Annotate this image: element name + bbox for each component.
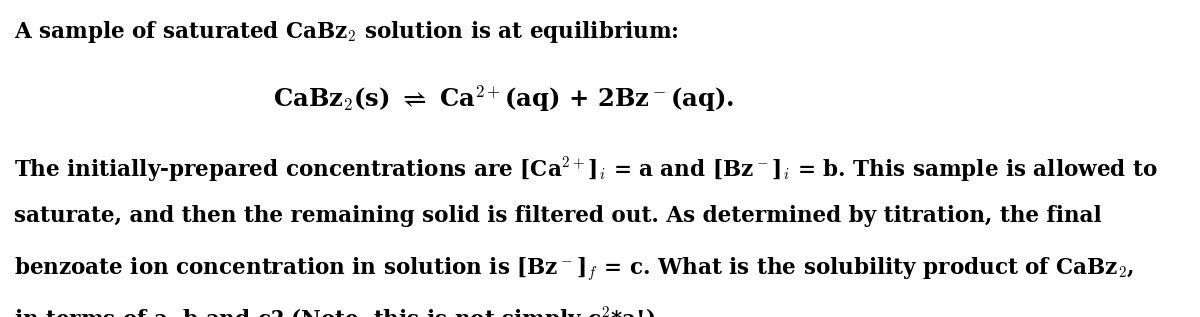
Text: benzoate ion concentration in solution is [Bz$^-$]$_f$ = c. What is the solubili: benzoate ion concentration in solution i…: [14, 256, 1135, 283]
Text: in terms of a, b and c? (Note, this is not simply c$^2$*a!): in terms of a, b and c? (Note, this is n…: [14, 306, 656, 317]
Text: saturate, and then the remaining solid is filtered out. As determined by titrati: saturate, and then the remaining solid i…: [14, 205, 1102, 227]
Text: CaBz$_2$(s) $\rightleftharpoons$ Ca$^{2+}$(aq) + 2Bz$^-$(aq).: CaBz$_2$(s) $\rightleftharpoons$ Ca$^{2+…: [274, 84, 734, 114]
Text: The initially-prepared concentrations are [Ca$^{2+}$]$_i$ = a and [Bz$^-$]$_i$ =: The initially-prepared concentrations ar…: [14, 155, 1158, 184]
Text: A sample of saturated CaBz$_2$ solution is at equilibrium:: A sample of saturated CaBz$_2$ solution …: [14, 19, 679, 45]
